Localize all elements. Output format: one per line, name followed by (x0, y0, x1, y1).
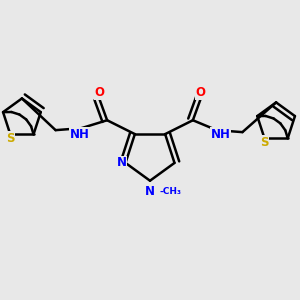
Text: N: N (116, 156, 127, 170)
Text: NH: NH (211, 128, 231, 141)
Text: N: N (145, 185, 155, 198)
Text: -CH₃: -CH₃ (160, 187, 182, 196)
Text: S: S (260, 136, 269, 149)
Text: O: O (94, 86, 104, 99)
Text: O: O (196, 86, 206, 99)
Text: NH: NH (69, 128, 89, 141)
Text: S: S (6, 132, 14, 145)
